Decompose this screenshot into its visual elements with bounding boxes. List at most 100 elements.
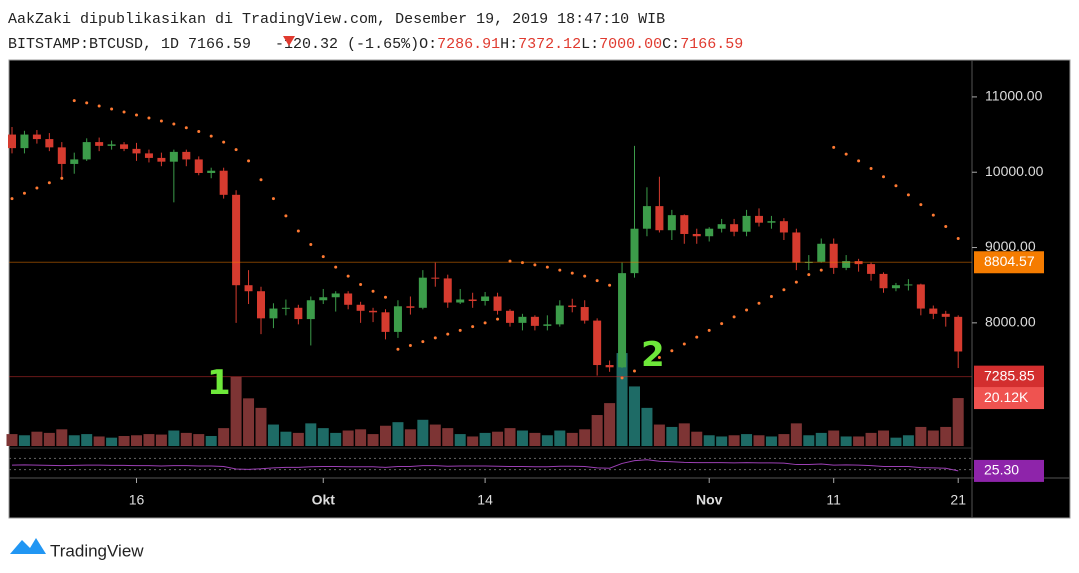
candle-body [767, 221, 776, 223]
volume-bar [230, 376, 242, 446]
candle-body [244, 285, 253, 292]
x-tick-label: 14 [477, 492, 493, 508]
candle-body [493, 296, 502, 311]
sar-dot [745, 308, 749, 312]
volume-bar [6, 434, 18, 446]
volume-bar [691, 431, 703, 446]
candle-body [107, 144, 116, 146]
candle-body [132, 148, 141, 154]
badge-label: 25.30 [984, 462, 1019, 478]
sar-dot [222, 140, 226, 144]
sar-dot [857, 159, 861, 163]
candle-body [70, 159, 79, 164]
candle-body [356, 304, 365, 311]
candle-body [306, 300, 315, 320]
volume-bar [591, 415, 603, 446]
candle-body [418, 277, 427, 308]
volume-bar [330, 432, 342, 446]
sar-dot [906, 193, 910, 197]
ohlc-line: BITSTAMP:BTCUSD, 1D 7166.59 -120.32 (-1.6… [8, 36, 743, 53]
candle-body [518, 316, 527, 323]
volume-bar [604, 403, 616, 446]
sar-dot [110, 107, 114, 111]
sar-dot [769, 294, 773, 298]
volume-bar [765, 436, 777, 446]
candle-body [655, 206, 664, 231]
sar-dot [844, 152, 848, 156]
volume-bar [205, 435, 217, 446]
candle-body [817, 243, 826, 262]
badge-label: 8804.57 [984, 253, 1035, 269]
volume-bar [342, 430, 354, 446]
volume-bar [417, 419, 429, 446]
candle-body [555, 305, 564, 325]
volume-bar [305, 423, 317, 446]
candle-body [954, 316, 963, 352]
h-value: 7372.12 [518, 36, 581, 53]
sar-dot [35, 186, 39, 190]
sar-dot [309, 243, 313, 247]
volume-bar [442, 428, 454, 446]
annotation: 1 [207, 363, 231, 403]
plot: 11000.00 10000.00 9000.00 8000.00 16 Okt 14 Nov… [6, 88, 1044, 508]
x-tick-label: 16 [129, 492, 145, 508]
sar-dot [757, 301, 761, 305]
volume-bar [790, 423, 802, 446]
candle-body [344, 293, 353, 305]
candle-body [207, 170, 216, 173]
published-line: AakZaki dipublikasikan di TradingView.co… [8, 11, 665, 28]
candle-body [842, 261, 851, 268]
volume-bar [280, 431, 292, 446]
candle-body [257, 291, 265, 319]
candle-body [157, 157, 166, 162]
sar-dot [894, 184, 898, 188]
candle-body [829, 243, 838, 268]
sar-dot [122, 110, 126, 114]
candle-body [319, 297, 328, 301]
volume-bar [703, 435, 715, 446]
change: -120.32 (-1.65%) [275, 36, 419, 53]
volume-bar [155, 434, 167, 446]
candle-body [182, 151, 191, 160]
volume-bar [579, 429, 591, 446]
y-tick-label: 10000.00 [985, 163, 1044, 179]
candle-body [331, 293, 340, 298]
candle-body [144, 153, 153, 158]
down-arrow [283, 36, 295, 46]
candle-body [667, 215, 676, 231]
annotation: 2 [641, 335, 665, 375]
badge [974, 459, 1044, 482]
candle-body [82, 142, 91, 160]
volume-bar [143, 434, 155, 446]
volume-bar [118, 435, 130, 446]
sar-dot [234, 148, 238, 152]
sar-dot [782, 288, 786, 292]
l-value: 7000.00 [599, 36, 662, 53]
sar-dot [259, 178, 263, 182]
sar-dot [919, 203, 923, 207]
indicator-line [11, 459, 959, 472]
volume-bar [778, 434, 790, 446]
candle-body [120, 144, 129, 149]
volume-bar [267, 424, 279, 446]
volume-bar [479, 432, 491, 446]
sar-dot [72, 99, 76, 103]
c-label: C: [662, 36, 680, 53]
chart-frame [8, 59, 1071, 519]
badge [974, 251, 1044, 274]
logo [10, 538, 46, 554]
volume-bar [653, 424, 665, 446]
x-tick-label: Nov [696, 492, 723, 508]
candle-body [692, 233, 701, 237]
sar-dot [172, 122, 176, 126]
volume-bar [454, 434, 466, 446]
sar-dot [296, 229, 300, 233]
volume-bar [193, 434, 205, 446]
sar-dot [471, 325, 475, 329]
volume-bar [678, 423, 690, 446]
candle-body [730, 224, 739, 232]
sar-dot [408, 343, 412, 347]
candle-body [294, 307, 303, 320]
candle-body [605, 365, 614, 368]
volume-bar [940, 426, 952, 446]
